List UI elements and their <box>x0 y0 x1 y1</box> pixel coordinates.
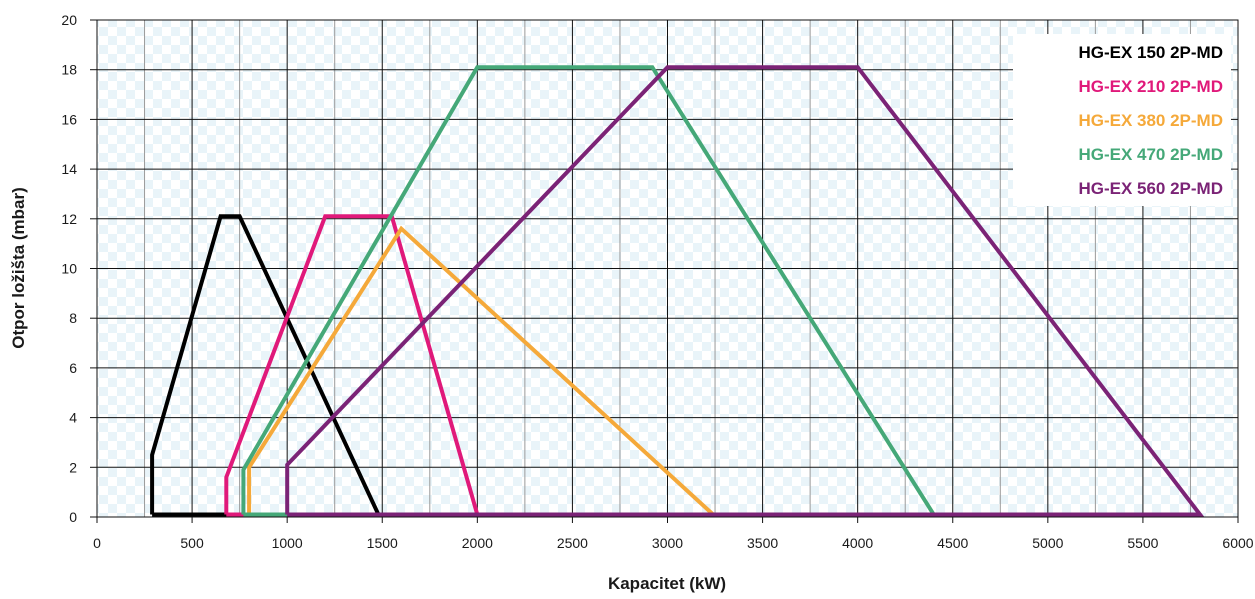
series-lines <box>150 65 1205 517</box>
x-tick-label: 500 <box>180 535 204 551</box>
legend-item-5: HG-EX 560 2P-MD <box>1078 179 1223 198</box>
x-tick-label: 3000 <box>652 535 683 551</box>
x-tick-label: 5500 <box>1127 535 1158 551</box>
x-tick-label: 6000 <box>1222 535 1253 551</box>
y-tick-label: 12 <box>61 211 77 227</box>
legend-item-1: HG-EX 150 2P-MD <box>1078 43 1223 62</box>
y-tick-label: 6 <box>69 360 77 376</box>
x-tick-label: 4000 <box>842 535 873 551</box>
x-tick-label: 3500 <box>747 535 778 551</box>
x-tick-label: 2000 <box>462 535 493 551</box>
y-tick-label: 2 <box>69 459 77 475</box>
y-tick-label: 20 <box>61 12 77 28</box>
x-tick-label: 0 <box>93 535 101 551</box>
x-tick-label: 1500 <box>367 535 398 551</box>
legend-item-2: HG-EX 210 2P-MD <box>1078 77 1223 96</box>
y-tick-label: 18 <box>61 62 77 78</box>
y-tick-label: 10 <box>61 261 77 277</box>
x-tick-label: 1000 <box>272 535 303 551</box>
y-tick-label: 14 <box>61 161 77 177</box>
x-tick-label: 4500 <box>937 535 968 551</box>
x-tick-label: 5000 <box>1032 535 1063 551</box>
legend: HG-EX 150 2P-MD HG-EX 210 2P-MD HG-EX 380 … <box>1013 34 1231 206</box>
y-tick-label: 16 <box>61 111 77 127</box>
legend-box <box>1013 34 1231 206</box>
y-tick-label: 4 <box>69 410 77 426</box>
x-tick-label: 2500 <box>557 535 588 551</box>
axes: 0 500 1000 1500 2000 2500 3000 3500 4000 4500 5000… <box>61 12 1253 551</box>
legend-item-4: HG-EX 470 2P-MD <box>1078 145 1223 164</box>
x-axis-title: Kapacitet (kW) <box>608 574 726 593</box>
legend-item-3: HG-EX 380 2P-MD <box>1078 111 1223 130</box>
y-tick-label: 0 <box>69 509 77 525</box>
y-axis-title: Otpor ložišta (mbar) <box>9 187 28 349</box>
y-tick-label: 8 <box>69 310 77 326</box>
series-line-5 <box>285 65 1205 517</box>
